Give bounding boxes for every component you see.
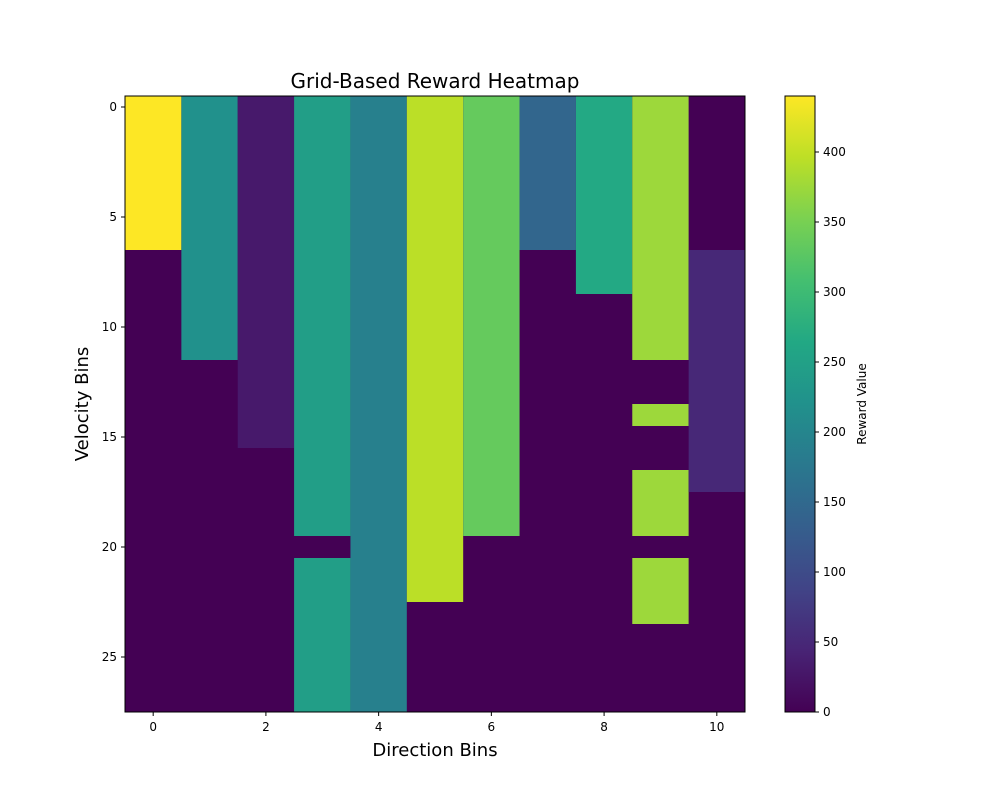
y-tick-label: 15 <box>102 430 117 444</box>
colorbar-tick-label: 200 <box>823 425 846 439</box>
heatmap-cell-block <box>463 96 520 536</box>
colorbar-tick-label: 100 <box>823 565 846 579</box>
heatmap-cell-block <box>632 558 689 624</box>
colorbar-tick-label: 250 <box>823 355 846 369</box>
y-tick-label: 20 <box>102 540 117 554</box>
y-tick-label: 5 <box>109 210 117 224</box>
heatmap-cell-block <box>632 96 689 360</box>
heatmap-cell-block <box>125 96 182 250</box>
x-tick-label: 6 <box>488 720 496 734</box>
y-tick-label: 10 <box>102 320 117 334</box>
x-tick-label: 10 <box>709 720 724 734</box>
heatmap-cell-block <box>632 470 689 536</box>
heatmap-cell-block <box>406 96 464 602</box>
plot-frame <box>124 95 746 713</box>
colorbar-tick-label: 350 <box>823 215 846 229</box>
heatmap-cell-block <box>519 96 576 250</box>
heatmap-cell-block <box>294 558 351 712</box>
x-tick-label: 2 <box>262 720 270 734</box>
x-tick-label: 4 <box>375 720 383 734</box>
colorbar-tick-label: 300 <box>823 285 846 299</box>
heatmap-cell-block <box>181 96 238 360</box>
heatmap-cell-block <box>688 250 745 492</box>
x-tick-label: 0 <box>149 720 157 734</box>
colorbar-tick-label: 150 <box>823 495 846 509</box>
colorbar-tick-label: 50 <box>823 635 838 649</box>
heatmap-cell-block <box>237 96 295 448</box>
chart-title: Grid-Based Reward Heatmap <box>291 69 580 93</box>
colorbar-tick-label: 0 <box>823 705 831 719</box>
heatmap-cell-block <box>294 96 351 536</box>
x-axis-label: Direction Bins <box>372 740 497 761</box>
y-axis-label: Velocity Bins <box>72 347 93 461</box>
colorbar-ticks: 0 50 100 150 200 250 300 350 400 <box>815 145 846 719</box>
y-tick-label: 25 <box>102 650 117 664</box>
x-axis-ticks: 0 2 4 6 8 10 <box>149 712 724 734</box>
heatmap-cell-block <box>350 96 407 712</box>
colorbar-tick-label: 400 <box>823 145 846 159</box>
x-tick-label: 8 <box>600 720 608 734</box>
colorbar-label: Reward Value <box>855 363 869 444</box>
y-tick-label: 0 <box>109 100 117 114</box>
heatmap-cells <box>125 96 745 712</box>
y-axis-ticks: 0 5 10 15 20 25 <box>102 100 125 664</box>
colorbar <box>784 95 816 713</box>
heatmap-cell-block <box>632 404 689 426</box>
heatmap-cell-block <box>575 96 633 294</box>
